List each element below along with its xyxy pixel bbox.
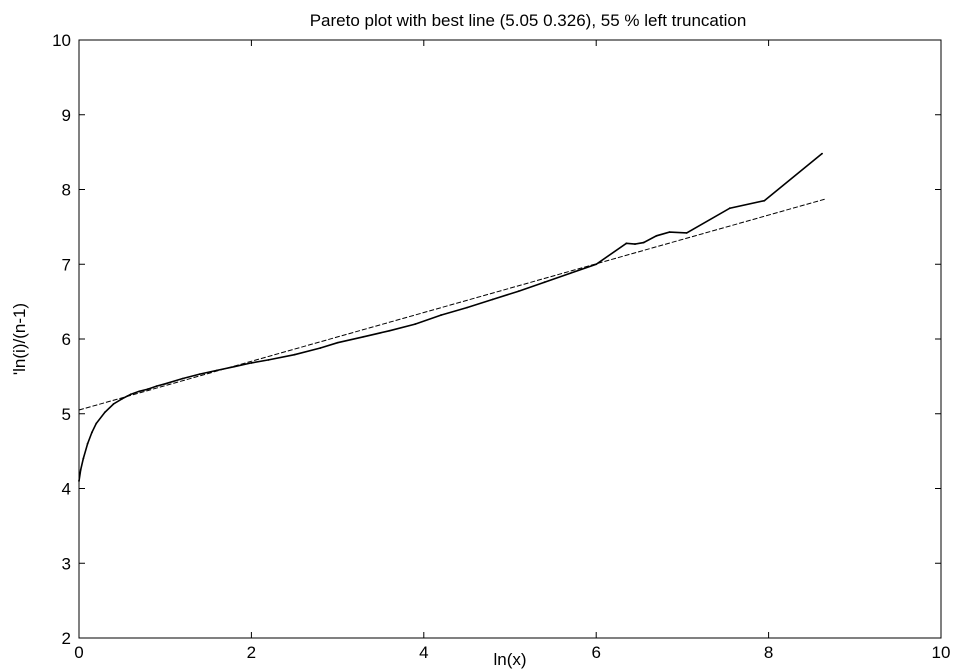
data-point [336, 341, 339, 344]
data-point [763, 199, 766, 202]
data-point [466, 306, 468, 309]
data-point [821, 152, 823, 155]
y-tick-label: 8 [62, 181, 71, 200]
data-point [293, 353, 296, 356]
data-point [685, 231, 688, 234]
y-axis-label: 'ln(i)/(n-1) [10, 303, 29, 375]
best-fit-line [78, 198, 825, 411]
data-point [595, 263, 598, 266]
data-point [164, 382, 167, 385]
data-point [569, 272, 572, 275]
x-tick-label: 2 [247, 643, 256, 662]
data-point [82, 457, 85, 460]
data-point [642, 241, 645, 244]
data-point [155, 385, 158, 387]
y-tick-label: 7 [62, 255, 71, 274]
data-point [86, 442, 89, 445]
data-point [112, 403, 115, 405]
x-tick-label: 4 [419, 643, 428, 662]
data-point [103, 411, 106, 414]
data-point [655, 234, 658, 237]
data-point [491, 298, 494, 301]
y-tick-label: 4 [62, 480, 71, 499]
y-tick-label: 10 [52, 31, 71, 50]
data-point [91, 431, 93, 434]
y-tick-label: 2 [62, 629, 71, 648]
y-tick-label: 5 [62, 405, 71, 424]
data-marks [78, 152, 825, 482]
data-point [543, 281, 546, 284]
data-point [362, 335, 365, 338]
data-point [250, 362, 253, 364]
x-tick-label: 0 [74, 643, 83, 662]
data-point [79, 468, 82, 471]
y-tick-label: 9 [62, 106, 71, 125]
data-point [95, 422, 98, 425]
y-tick-label: 6 [62, 330, 71, 349]
data-point [181, 377, 184, 380]
x-tick-label: 10 [932, 643, 951, 662]
chart-title: Pareto plot with best line (5.05 0.326),… [310, 11, 747, 30]
x-axis-label: ln(x) [493, 650, 526, 669]
data-point [319, 347, 322, 349]
x-tick-label: 8 [764, 643, 773, 662]
data-point [440, 314, 442, 316]
data-point [198, 373, 201, 376]
plot-frame [78, 39, 942, 639]
data-point [414, 323, 417, 325]
y-tick-label: 3 [62, 554, 71, 573]
data-point [78, 480, 80, 482]
data-point [634, 243, 636, 245]
data-point [625, 242, 628, 245]
data-point [388, 329, 391, 332]
data-point [517, 290, 520, 293]
data-point [129, 393, 132, 396]
data-point [267, 359, 270, 361]
data-curve [78, 152, 823, 482]
data-point [138, 390, 141, 393]
data-point [668, 231, 671, 234]
data-point [147, 388, 149, 390]
x-tick-label: 6 [591, 643, 600, 662]
data-point [728, 207, 731, 210]
